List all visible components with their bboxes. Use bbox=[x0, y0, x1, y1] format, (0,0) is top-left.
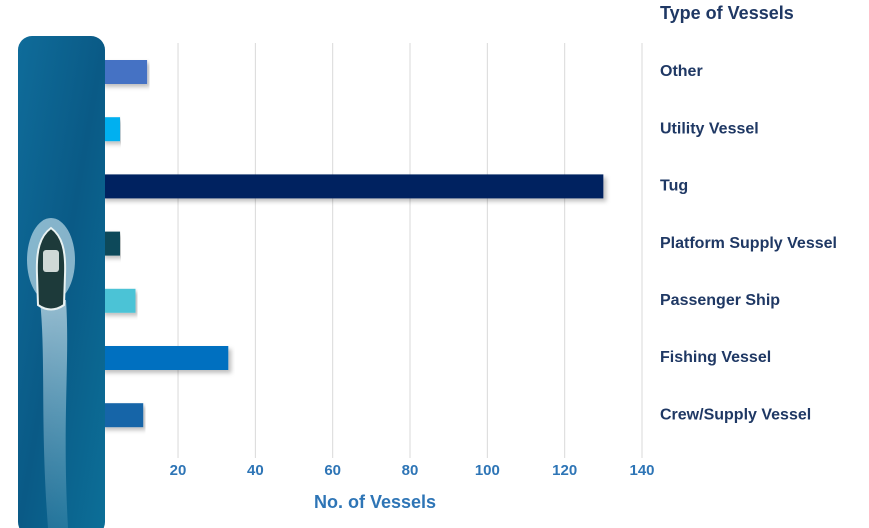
x-tick-label: 120 bbox=[552, 462, 577, 479]
x-axis-label: No. of Vessels bbox=[314, 492, 436, 512]
bar bbox=[100, 288, 136, 313]
bar bbox=[100, 346, 229, 370]
legend-title: Type of Vessels bbox=[660, 3, 794, 23]
x-tick-label: 40 bbox=[247, 462, 264, 479]
bars bbox=[100, 60, 604, 428]
bar bbox=[100, 403, 144, 428]
category-label: Crew/Supply Vessel bbox=[660, 406, 811, 423]
cabin bbox=[43, 250, 59, 272]
category-label: Fishing Vessel bbox=[660, 349, 771, 366]
category-label: Tug bbox=[660, 178, 688, 195]
category-label: Passenger Ship bbox=[660, 292, 780, 309]
category-label: Platform Supply Vessel bbox=[660, 235, 837, 252]
bar bbox=[100, 60, 148, 84]
x-tick-label: 20 bbox=[170, 462, 187, 479]
bar bbox=[100, 117, 121, 142]
wake bbox=[40, 300, 68, 528]
category-label: Other bbox=[660, 63, 703, 80]
x-tick-label: 100 bbox=[475, 462, 500, 479]
x-tick-label: 80 bbox=[402, 462, 419, 479]
x-tick-label: 60 bbox=[324, 462, 341, 479]
x-tick-label: 140 bbox=[629, 462, 654, 479]
bar bbox=[100, 174, 604, 199]
ocean-photo bbox=[18, 36, 105, 528]
category-label: Utility Vessel bbox=[660, 120, 759, 137]
grid bbox=[177, 43, 643, 458]
bar bbox=[100, 231, 121, 256]
